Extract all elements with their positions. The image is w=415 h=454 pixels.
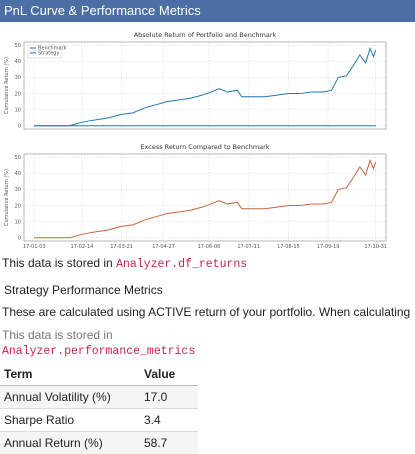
excess-return-chart: Excess Return Compared to Benchmark Cumul…	[0, 136, 415, 256]
chart-title: Excess Return Compared to Benchmark	[140, 143, 269, 151]
value-cell: 3.4	[140, 409, 198, 432]
plot-frame	[24, 42, 386, 129]
performance-description: These are calculated using ACTIVE return…	[2, 305, 415, 319]
section-title: PnL Curve & Performance Metrics	[4, 3, 201, 18]
header-term: Term	[0, 363, 140, 386]
y-tick-label: 10	[15, 107, 21, 113]
x-tick-label: 17-08-15	[277, 244, 300, 250]
y-tick-label: 50	[15, 155, 21, 161]
y-axis-label: Cumulative Return (%)	[4, 169, 10, 226]
y-tick-label: 30	[15, 75, 21, 81]
table-row: Annual Volatility (%) 17.0	[0, 386, 198, 409]
table-row: Annual Return (%) 58.7	[0, 432, 198, 454]
x-tick-label: 17-09-19	[317, 244, 340, 250]
value-cell: 17.0	[140, 386, 198, 409]
absolute-return-chart-svg: Absolute Return of Portfolio and Benchma…	[0, 24, 415, 144]
metrics-storage-code: Analyzer.performance_metrics	[2, 345, 195, 359]
absolute-return-chart: Absolute Return of Portfolio and Benchma…	[0, 24, 415, 144]
header-value: Value	[140, 363, 198, 386]
returns-code: Analyzer.df_returns	[116, 258, 247, 271]
metrics-storage-label: This data is stored in	[2, 328, 113, 342]
y-tick-label: 40	[15, 171, 21, 177]
performance-metrics-table: Term Value Annual Volatility (%) 17.0 Sh…	[0, 363, 198, 454]
x-tick-label: 17-10-31	[364, 244, 387, 250]
value-cell: 58.7	[140, 432, 198, 454]
term-cell: Annual Volatility (%)	[0, 386, 140, 409]
x-tick-label: 17-01-03	[23, 244, 46, 250]
y-tick-label: 10	[15, 219, 21, 225]
x-tick-label: 17-04-27	[152, 244, 175, 250]
table-row: Sharpe Ratio 3.4	[0, 409, 198, 432]
returns-note-prefix: This data is stored in	[2, 256, 116, 270]
y-tick-label: 50	[15, 43, 21, 49]
y-tick-label: 0	[18, 236, 21, 242]
returns-storage-note: This data is stored in Analyzer.df_retur…	[2, 256, 247, 272]
chart-title: Absolute Return of Portfolio and Benchma…	[134, 31, 277, 39]
y-tick-label: 0	[18, 124, 21, 130]
section-header: PnL Curve & Performance Metrics	[0, 0, 415, 22]
x-tick-label: 17-06-06	[198, 244, 221, 250]
performance-title: Strategy Performance Metrics	[4, 283, 163, 297]
excess-return-chart-svg: Excess Return Compared to Benchmark Cumul…	[0, 136, 415, 256]
x-tick-label: 17-02-14	[71, 244, 94, 250]
table-header-row: Term Value	[0, 363, 198, 386]
x-tick-label: 17-03-21	[110, 244, 133, 250]
term-cell: Annual Return (%)	[0, 432, 140, 454]
x-tick-label: 17-07-11	[237, 244, 260, 250]
legend-entry: Strategy	[38, 51, 59, 57]
y-axis-label: Cumulative Return (%)	[4, 57, 10, 114]
y-tick-label: 30	[15, 187, 21, 193]
term-cell: Sharpe Ratio	[0, 409, 140, 432]
y-tick-label: 20	[15, 91, 21, 97]
y-tick-label: 20	[15, 203, 21, 209]
y-tick-label: 40	[15, 59, 21, 65]
plot-frame	[24, 154, 386, 241]
